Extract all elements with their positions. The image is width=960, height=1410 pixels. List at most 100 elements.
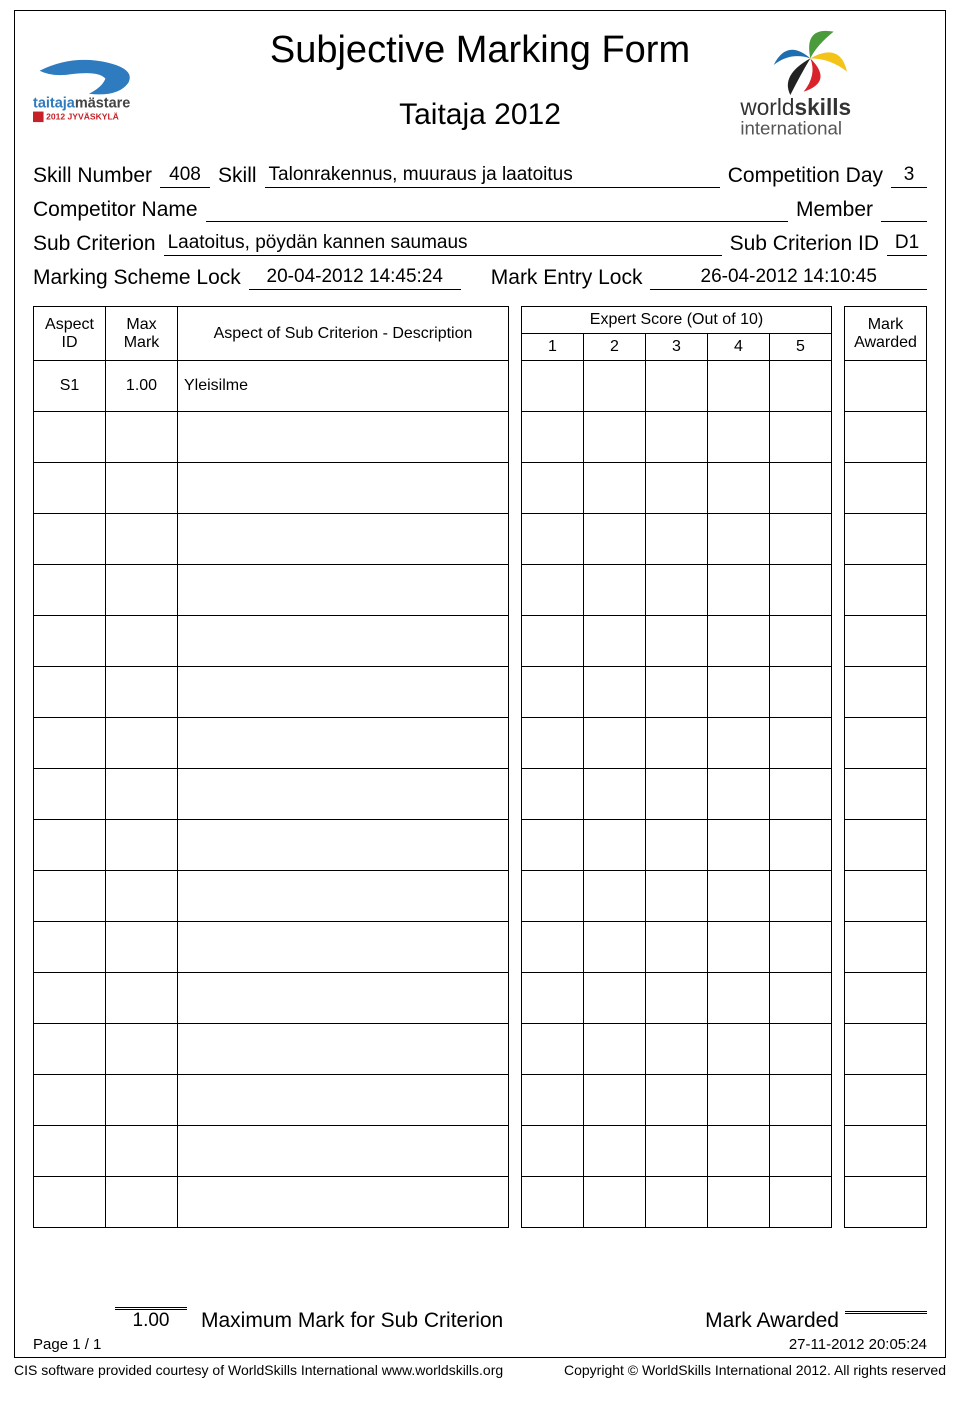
cell-score-3 [646, 1024, 708, 1075]
label-marking-scheme-lock: Marking Scheme Lock [33, 266, 241, 290]
cell-max-mark: 1.00 [106, 361, 178, 412]
cell-description [178, 820, 509, 871]
cell-max-mark [106, 820, 178, 871]
cell-max-mark [106, 769, 178, 820]
cell-score-5 [770, 1024, 832, 1075]
cell-aspect-id [34, 514, 106, 565]
cell-score-3 [646, 565, 708, 616]
label-sub-criterion: Sub Criterion [33, 232, 156, 256]
table-row [34, 616, 927, 667]
value-member [881, 200, 927, 222]
table-row [34, 973, 927, 1024]
table-row [34, 412, 927, 463]
cell-score-3 [646, 820, 708, 871]
value-sub-criterion: Laatoitus, pöydän kannen saumaus [164, 232, 722, 256]
cell-score-5 [770, 769, 832, 820]
cell-score-5 [770, 565, 832, 616]
cell-max-mark [106, 412, 178, 463]
cell-description [178, 565, 509, 616]
cell-score-2 [584, 361, 646, 412]
cell-score-5 [770, 973, 832, 1024]
cell-score-2 [584, 514, 646, 565]
cell-score-1 [522, 361, 584, 412]
cell-max-mark [106, 718, 178, 769]
cell-description [178, 667, 509, 718]
cell-aspect-id: S1 [34, 361, 106, 412]
cell-score-2 [584, 565, 646, 616]
cell-description [178, 922, 509, 973]
cell-score-1 [522, 1024, 584, 1075]
cell-score-3 [646, 1075, 708, 1126]
svg-text:taitajamästare: taitajamästare [33, 96, 130, 112]
info-block: Skill Number 408 Skill Talonrakennus, mu… [33, 164, 927, 290]
cell-score-4 [708, 973, 770, 1024]
cell-max-mark [106, 922, 178, 973]
value-sub-criterion-id: D1 [887, 232, 927, 256]
cell-aspect-id [34, 565, 106, 616]
label-competitor-name: Competitor Name [33, 198, 198, 222]
cell-score-1 [522, 769, 584, 820]
cell-score-4 [708, 1075, 770, 1126]
label-max-for-sub: Maximum Mark for Sub Criterion [201, 1309, 503, 1333]
th-aspect-id: Aspect ID [34, 307, 106, 361]
cell-description [178, 1126, 509, 1177]
cell-score-3 [646, 871, 708, 922]
cell-aspect-id [34, 463, 106, 514]
cell-score-5 [770, 820, 832, 871]
cell-mark-awarded [845, 412, 927, 463]
cell-score-2 [584, 871, 646, 922]
totals-row: 1.00 Maximum Mark for Sub Criterion Mark… [33, 1307, 927, 1333]
cell-score-5 [770, 922, 832, 973]
cell-score-2 [584, 1075, 646, 1126]
cell-score-4 [708, 514, 770, 565]
cell-score-2 [584, 412, 646, 463]
cell-max-mark [106, 514, 178, 565]
cell-max-mark [106, 973, 178, 1024]
cell-aspect-id [34, 667, 106, 718]
cell-max-mark [106, 1126, 178, 1177]
cell-description [178, 412, 509, 463]
generated-timestamp: 27-11-2012 20:05:24 [789, 1336, 927, 1353]
form-title: Subjective Marking Form [223, 29, 737, 72]
table-row [34, 565, 927, 616]
cell-score-4 [708, 616, 770, 667]
label-skill-number: Skill Number [33, 164, 152, 188]
cell-max-mark [106, 1177, 178, 1228]
cell-max-mark [106, 1075, 178, 1126]
cell-score-4 [708, 412, 770, 463]
cell-mark-awarded [845, 361, 927, 412]
th-aspect-desc: Aspect of Sub Criterion - Description [178, 307, 509, 361]
table-row [34, 769, 927, 820]
table-row [34, 871, 927, 922]
cell-description [178, 616, 509, 667]
th-score-5: 5 [770, 334, 832, 361]
cell-score-2 [584, 820, 646, 871]
th-score-3: 3 [646, 334, 708, 361]
cell-score-1 [522, 718, 584, 769]
footer-right: Copyright © WorldSkills International 20… [564, 1362, 946, 1378]
cell-score-1 [522, 565, 584, 616]
cell-score-1 [522, 1075, 584, 1126]
cell-aspect-id [34, 616, 106, 667]
cell-score-5 [770, 616, 832, 667]
svg-text:international: international [740, 117, 842, 138]
cell-score-2 [584, 616, 646, 667]
cell-aspect-id [34, 1024, 106, 1075]
cell-mark-awarded [845, 922, 927, 973]
marking-table: Aspect ID Max Mark Aspect of Sub Criteri… [33, 306, 927, 1228]
cell-score-3 [646, 667, 708, 718]
label-sub-criterion-id: Sub Criterion ID [730, 232, 879, 256]
th-expert-score: Expert Score (Out of 10) [522, 307, 832, 334]
th-max-mark: Max Mark [106, 307, 178, 361]
cell-score-2 [584, 769, 646, 820]
cell-aspect-id [34, 769, 106, 820]
cell-score-3 [646, 922, 708, 973]
cell-mark-awarded [845, 718, 927, 769]
cell-score-1 [522, 922, 584, 973]
cell-score-5 [770, 718, 832, 769]
worldskills-logo: worldskills international [737, 25, 927, 150]
cell-score-5 [770, 871, 832, 922]
cell-description [178, 871, 509, 922]
table-row [34, 1024, 927, 1075]
label-competition-day: Competition Day [728, 164, 883, 188]
